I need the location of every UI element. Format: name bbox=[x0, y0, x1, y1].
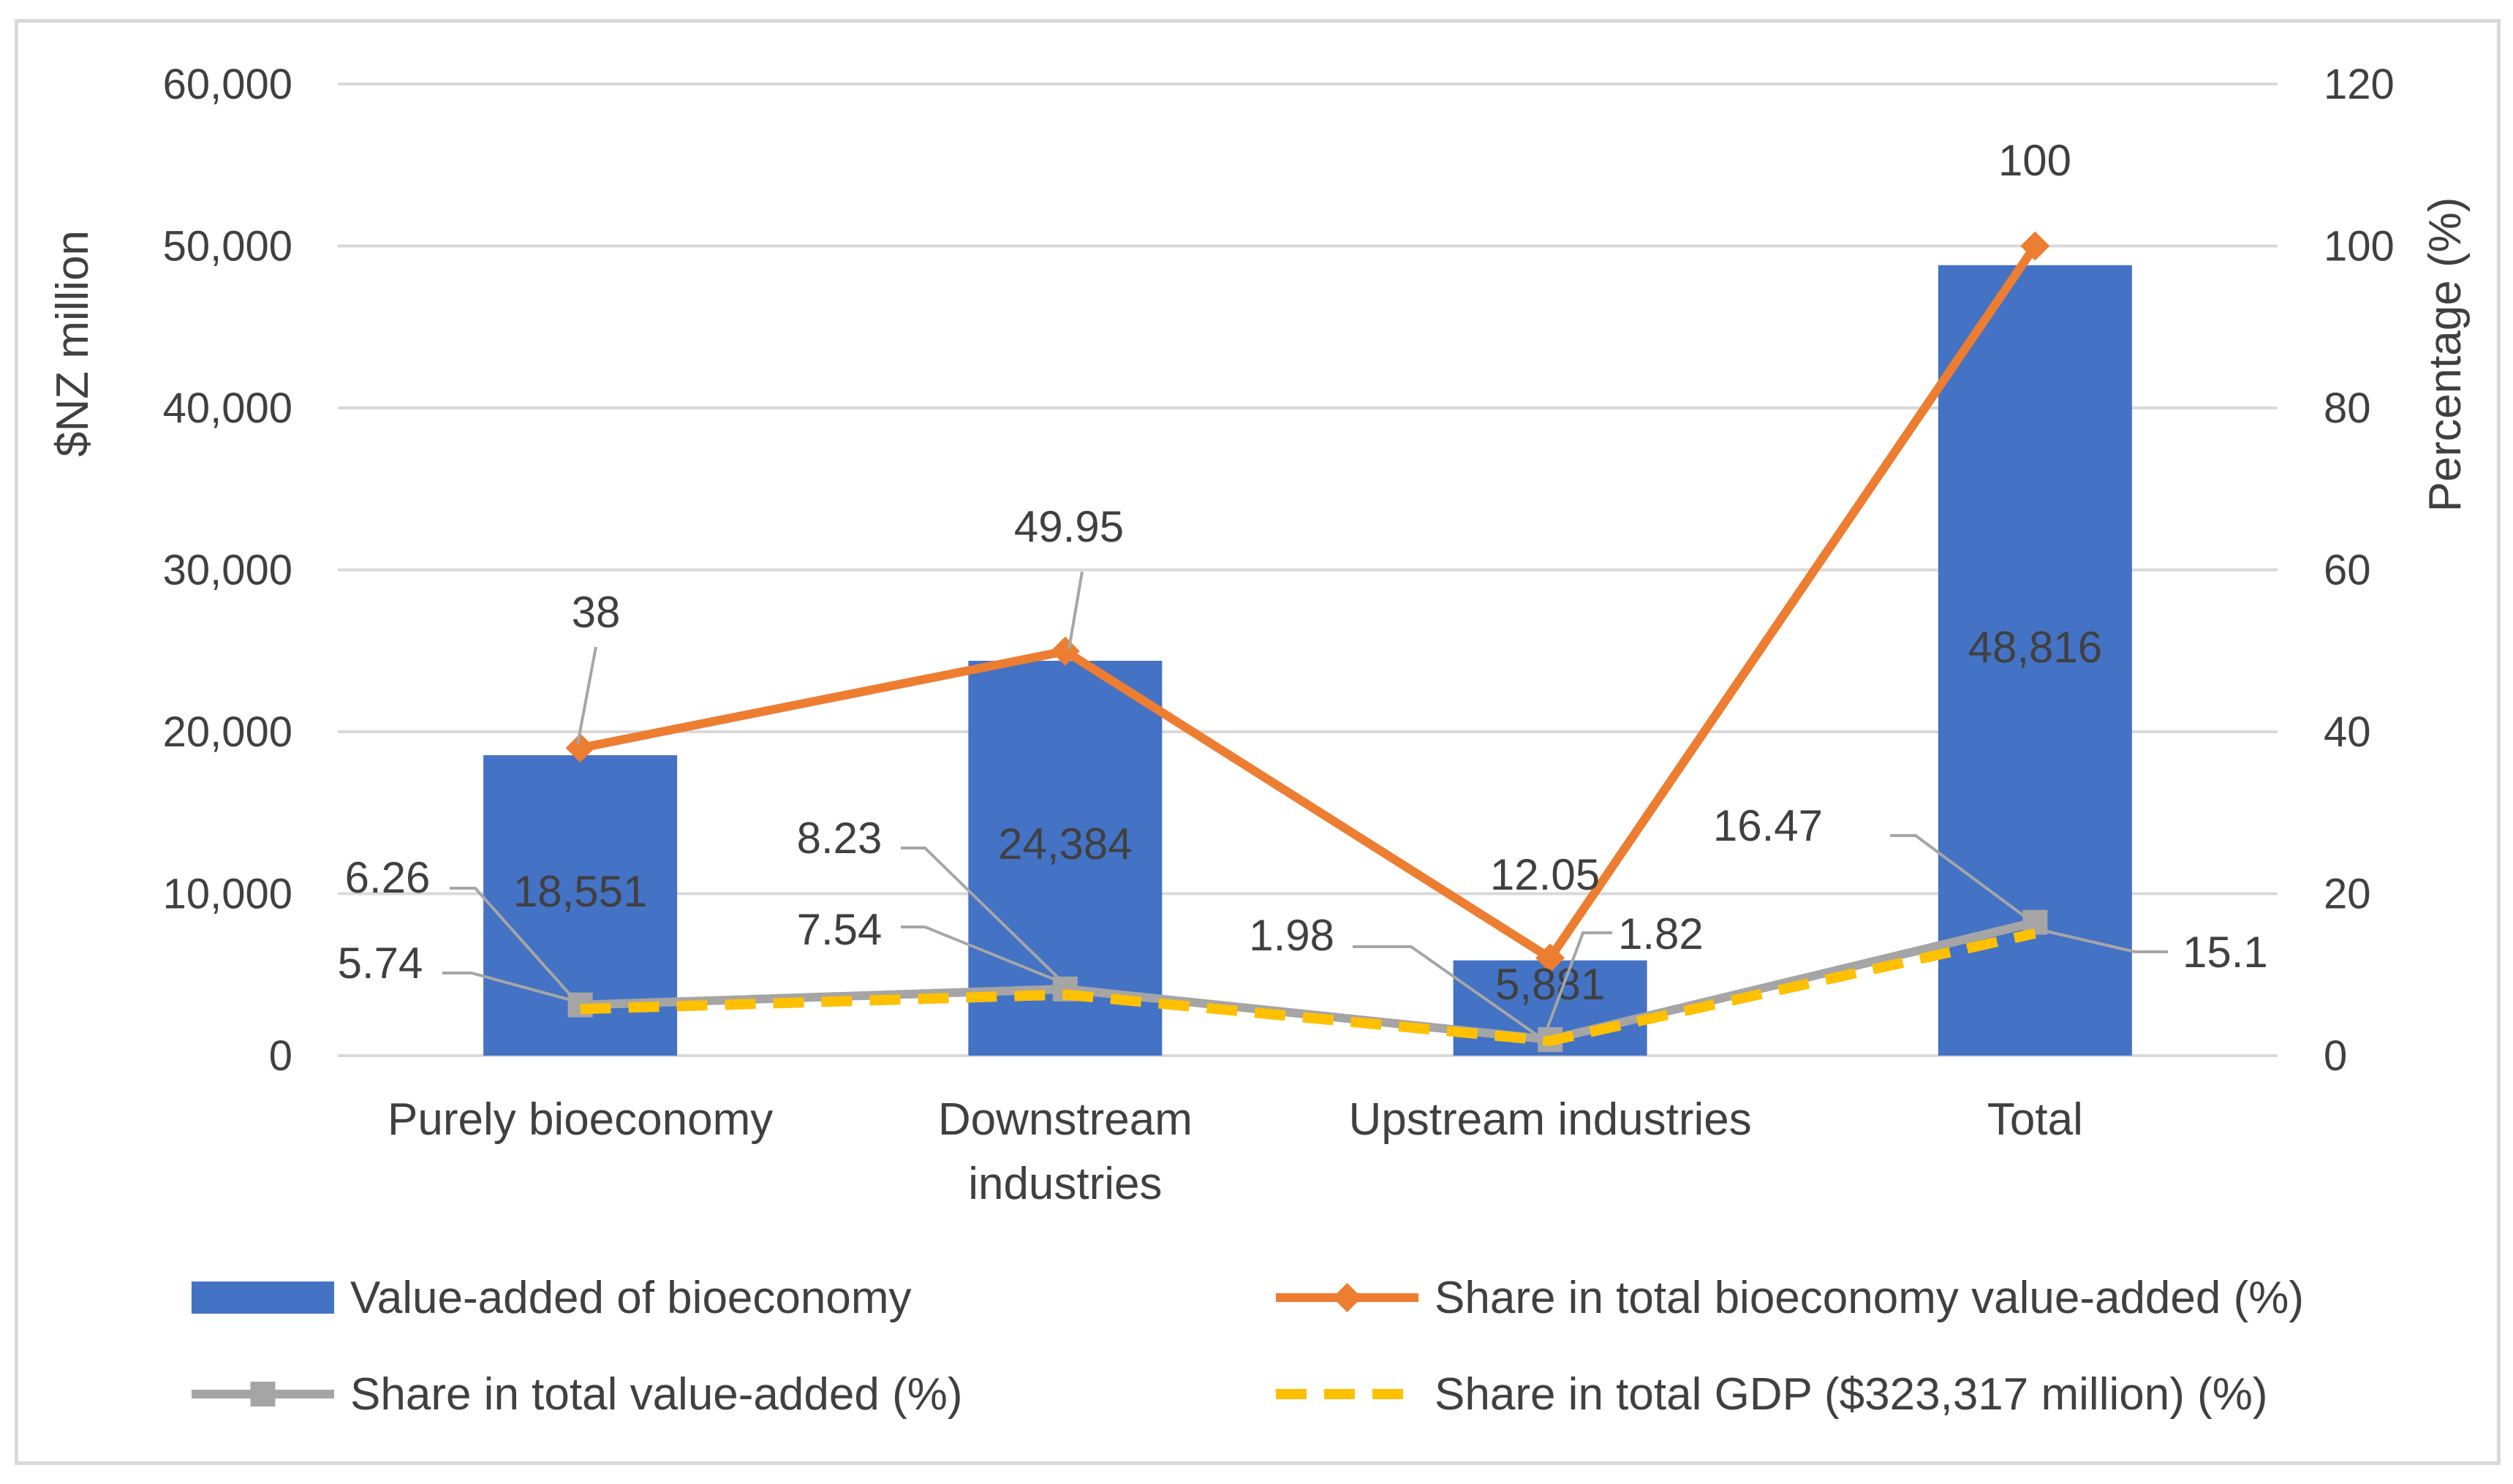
leader-line bbox=[450, 887, 578, 1003]
bar-value-label: 18,551 bbox=[513, 867, 648, 916]
bar-series bbox=[483, 265, 2132, 1056]
bar-value-label: 5,881 bbox=[1495, 960, 1605, 1009]
leader-line bbox=[576, 646, 597, 745]
bar-value-label: 48,816 bbox=[1968, 623, 2103, 672]
leader-line bbox=[442, 972, 577, 1003]
category-label: Total bbox=[1987, 1094, 2083, 1145]
leader-line bbox=[1067, 571, 1084, 650]
point-marker bbox=[1535, 943, 1565, 973]
line-value-label: 100 bbox=[1998, 136, 2071, 185]
y2-tick-label: 20 bbox=[2324, 871, 2371, 918]
y-tick-label: 50,000 bbox=[163, 223, 292, 270]
category-labels: Purely bioeconomy Downstream industries Ups… bbox=[388, 1094, 2083, 1209]
legend-marker bbox=[1332, 1283, 1362, 1312]
y2-tick-label: 80 bbox=[2324, 385, 2371, 432]
legend-label: Share in total bioeconomy value-added (%… bbox=[1435, 1273, 2304, 1323]
line-value-label: 15.1 bbox=[2183, 928, 2268, 977]
axis-ticks: 0 10,000 20,000 30,000 40,000 50,000 60,000 0 20… bbox=[163, 61, 2395, 1080]
line-value-label: 16.47 bbox=[1713, 801, 1823, 850]
line-value-label: 1.98 bbox=[1249, 911, 1334, 960]
leader-line bbox=[2033, 927, 2168, 953]
y2-tick-label: 100 bbox=[2324, 223, 2395, 270]
point-marker bbox=[1050, 636, 1080, 666]
y-tick-label: 60,000 bbox=[163, 61, 292, 108]
y2-tick-label: 40 bbox=[2324, 708, 2371, 756]
line-series bbox=[565, 231, 2050, 1053]
leader-line bbox=[1353, 945, 1541, 1038]
y2-axis-title: Percentage (%) bbox=[2420, 197, 2471, 512]
category-label: Purely bioeconomy bbox=[388, 1094, 773, 1145]
leader-line bbox=[901, 925, 1065, 985]
line-value-label: 6.26 bbox=[345, 853, 431, 902]
series-line bbox=[579, 243, 2039, 963]
legend-label: Share in total value-added (%) bbox=[350, 1369, 962, 1420]
y-tick-label: 40,000 bbox=[163, 385, 292, 432]
line-value-label: 5.74 bbox=[338, 939, 423, 988]
leader-line bbox=[1543, 931, 1612, 1037]
line-value-label: 38 bbox=[572, 588, 621, 637]
line-value-label: 1.82 bbox=[1618, 909, 1704, 958]
y-tick-label: 0 bbox=[269, 1032, 292, 1080]
y-tick-label: 20,000 bbox=[163, 708, 292, 756]
legend-label: Value-added of bioeconomy bbox=[350, 1273, 912, 1323]
y-tick-label: 10,000 bbox=[163, 871, 292, 918]
legend-label: Share in total GDP ($323,317 million) (%… bbox=[1435, 1369, 2268, 1420]
line-value-label: 49.95 bbox=[1014, 502, 1124, 551]
category-label: industries bbox=[968, 1159, 1162, 1209]
y-tick-label: 30,000 bbox=[163, 547, 292, 594]
line-value-label: 8.23 bbox=[797, 814, 883, 863]
y2-tick-label: 60 bbox=[2324, 547, 2371, 594]
line-value-label: 12.05 bbox=[1490, 850, 1600, 899]
data-labels: 18,551 24,384 5,881 48,816 38 49.95 12.05 100 6.… bbox=[338, 136, 2268, 1038]
leader-line bbox=[901, 847, 1065, 985]
category-label: Upstream industries bbox=[1348, 1094, 1751, 1145]
category-label: Downstream bbox=[938, 1094, 1193, 1145]
y2-tick-label: 120 bbox=[2324, 61, 2395, 108]
legend-swatch bbox=[192, 1282, 334, 1314]
bar-value-label: 24,384 bbox=[998, 819, 1133, 868]
point-marker bbox=[565, 733, 595, 763]
line-value-label: 7.54 bbox=[797, 905, 883, 954]
leader-line bbox=[1890, 834, 2030, 921]
legend: Value-added of bioeconomy Share in total … bbox=[192, 1273, 2304, 1420]
series-line bbox=[580, 928, 2036, 1046]
y2-tick-label: 0 bbox=[2324, 1032, 2347, 1080]
point-marker bbox=[2020, 231, 2050, 261]
y-axis-title: $NZ million bbox=[48, 230, 98, 457]
legend-marker bbox=[250, 1382, 276, 1407]
